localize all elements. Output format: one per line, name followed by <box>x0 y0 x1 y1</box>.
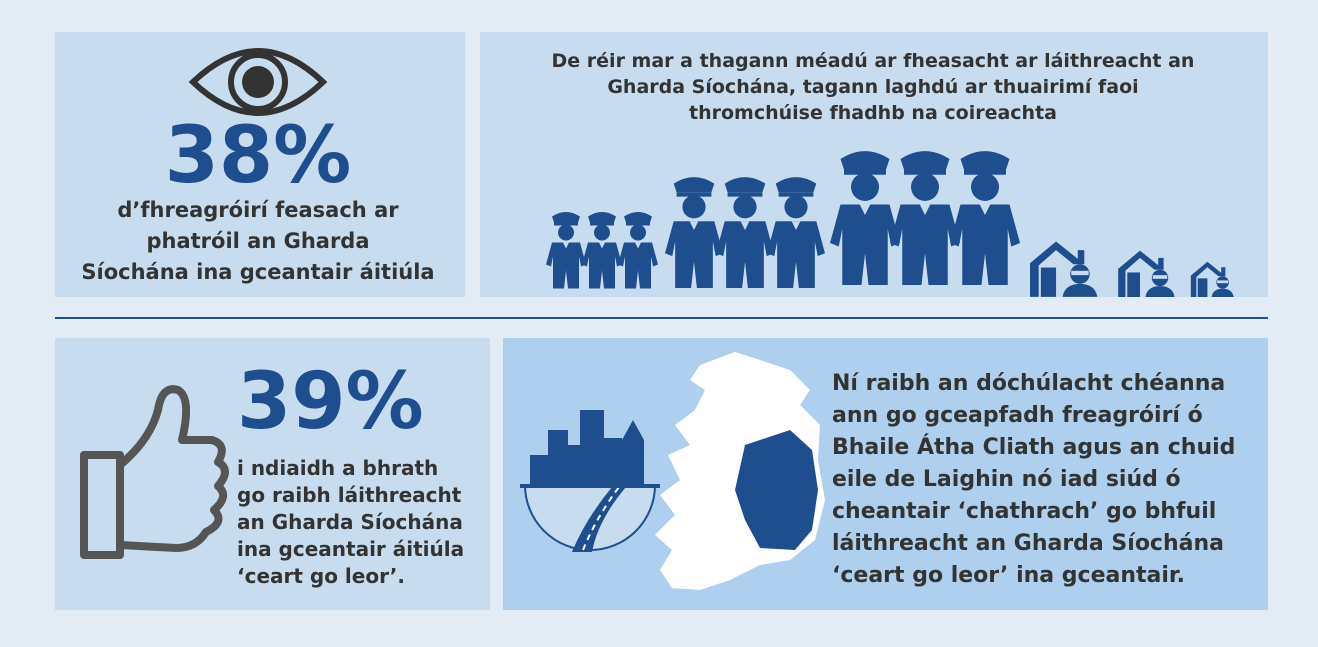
text-line: i ndiaidh a bhrath <box>237 456 438 480</box>
text-line: cheantair ‘chathrach’ go bhfuil <box>832 499 1216 524</box>
ireland-map <box>655 352 825 590</box>
city-icon <box>520 410 660 552</box>
text-line: láithreacht an Gharda Síochána <box>832 531 1224 556</box>
text-line: Ní raibh an dóchúlacht chéanna <box>832 371 1225 396</box>
text-line: eile de Laighin nó iad siúd ó <box>832 467 1181 492</box>
panel <box>55 338 490 610</box>
text-block: i ndiaidh a bhrath go raibh láithreacht an… <box>237 456 464 588</box>
text-block: Ní raibh an dóchúlacht chéanna ann go gce… <box>832 371 1235 588</box>
text-line: De réir mar a thagann méadú ar fheasacht… <box>552 50 1195 72</box>
text-line: go raibh láithreacht <box>237 483 462 507</box>
text-line: an Gharda Síochána <box>237 510 463 534</box>
text-line: Gharda Síochána, tagann laghdú ar thuair… <box>607 76 1138 98</box>
text-line: ann go gceapfadh freagróirí ó <box>832 403 1203 428</box>
thumbs-up-icon <box>80 385 229 559</box>
text-line: ina gceantair áitiúla <box>237 537 464 561</box>
eye-icon <box>188 48 328 116</box>
text-block: De réir mar a thagann méadú ar fheasacht… <box>552 50 1195 124</box>
stat: 38% <box>165 111 352 201</box>
text-line: ‘ceart go leor’ ina gceantair. <box>832 563 1185 588</box>
stat: 39% <box>237 357 424 447</box>
text-line: ‘ceart go leor’. <box>237 564 405 588</box>
text-line: Bhaile Átha Cliath agus an chuid <box>832 434 1235 460</box>
text-line: Síochána ina gceantair áitiúla <box>81 260 434 284</box>
text-block: d’fhreagróirí feasach ar phatróil an Ghar… <box>81 198 434 284</box>
text-line: thromchúise fhadhb na coireachta <box>689 102 1057 124</box>
text-line: d’fhreagróirí feasach ar <box>117 198 399 222</box>
text-line: phatróil an Gharda <box>146 229 369 253</box>
